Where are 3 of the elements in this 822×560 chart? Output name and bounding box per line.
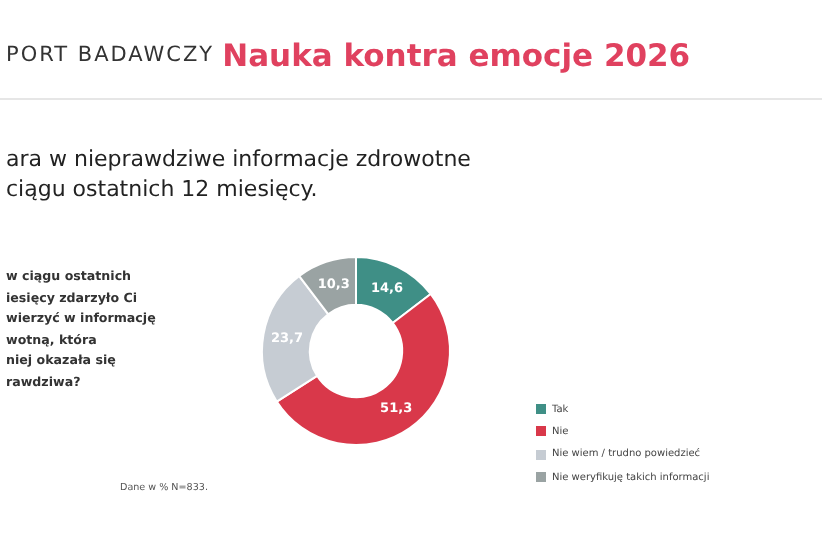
chart-title: Nauka kontra emocje 2026	[222, 37, 691, 74]
text: PORT BADAWCZY	[6, 43, 215, 68]
chart-subtitle: ara w nieprawdziwe informacje zdrowotne ciągu ostatnich 12 miesięcy.	[6, 144, 471, 204]
